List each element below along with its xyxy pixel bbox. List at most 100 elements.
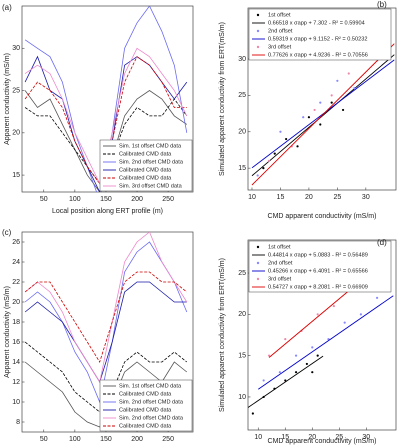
scatter-point	[316, 313, 319, 316]
legend-label: Calibrated CMD data	[119, 391, 172, 397]
x-tick-label: 200	[131, 196, 143, 203]
scatter-point	[294, 371, 298, 374]
y-tick-label: 15	[12, 172, 20, 179]
legend-box	[248, 240, 392, 293]
panel-label: (c)	[2, 228, 12, 237]
legend-label: 0.45266 x σapp + 6.4091 - R² = 0.65566	[268, 268, 368, 274]
legend-box	[99, 379, 193, 432]
data-line	[24, 281, 187, 383]
data-line	[24, 232, 188, 384]
legend-swatch	[256, 245, 260, 249]
scatter-point	[353, 86, 356, 90]
scatter-point	[336, 79, 339, 82]
legend-label: 0.44814 x σapp + 5.0883 - R² = 0.56489	[268, 252, 368, 258]
x-tick-label: 30	[362, 194, 370, 201]
panel: 10 15 20 25 30 15 20 25 30 CMD apparent conductiv…	[219, 0, 397, 220]
scatter-point	[296, 145, 299, 148]
x-tick-label: 250	[162, 436, 174, 443]
plot-area	[248, 257, 394, 415]
scatter-point	[375, 296, 379, 299]
scatter-point	[267, 354, 271, 357]
legend-swatch	[256, 277, 260, 281]
x-tick-label: 50	[40, 436, 48, 443]
panel-label: (b)	[377, 0, 387, 9]
fit-line	[251, 54, 395, 177]
scatter-point	[332, 304, 335, 308]
scatter-point	[319, 123, 322, 126]
y-axis-label: Apparent conductivity (mS/m)	[4, 286, 11, 378]
scatter-point	[307, 116, 311, 119]
x-tick-label: 10	[254, 434, 262, 441]
scatter-point	[305, 362, 308, 366]
fit-line	[251, 43, 395, 186]
y-tick-label: 12	[12, 379, 20, 386]
x-tick-label: 200	[131, 436, 143, 443]
x-tick-label: 15	[281, 434, 289, 441]
y-axis-label: Simulated apparent conductivity from ERT…	[219, 258, 226, 412]
scatter-point	[278, 371, 281, 374]
scatter-point	[256, 174, 259, 177]
x-tick-label: 30	[362, 434, 370, 441]
y-axis-label: Simulated apparent conductivity from ERT…	[219, 22, 226, 176]
data-line	[24, 271, 188, 363]
y-tick-label: 24	[12, 259, 20, 266]
legend-label: 0.54727 x σapp + 8.2081 - R² = 0.66909	[268, 284, 368, 290]
y-tick-label: 20	[12, 130, 20, 137]
scatter-point	[330, 94, 333, 97]
legend-label: Sim. 2nd offset CMD data	[119, 399, 184, 405]
x-tick-label: 20	[305, 194, 313, 201]
x-tick-label: 50	[40, 196, 48, 203]
legend-swatch	[256, 261, 260, 265]
scatter-point	[273, 152, 276, 155]
legend-label: Calibrated CMD data	[119, 423, 172, 429]
x-tick-label: 150	[100, 436, 112, 443]
scatter-point	[311, 371, 314, 374]
scatter-point	[302, 116, 305, 119]
legend-swatch	[256, 45, 260, 49]
y-tick-label: 25	[238, 92, 246, 99]
legend-label: 0.77626 x σapp + 4.9236 - R² = 0.70556	[268, 52, 368, 58]
legend-label: Calibrated CMD data	[119, 175, 172, 181]
plot-frame	[247, 239, 397, 431]
y-tick-label: 26	[12, 239, 20, 246]
legend-label: Sim. 3rd offset CMD data	[119, 183, 183, 189]
legend-label: 1st offset	[268, 12, 291, 18]
y-tick-label: 22	[12, 279, 20, 286]
legend-label: Calibrated CMD data	[119, 151, 172, 157]
scatter-point	[316, 354, 319, 357]
y-tick-label: 30	[12, 45, 20, 52]
legend-label: Sim. 1st offset CMD data	[119, 383, 182, 389]
scatter-point	[262, 167, 265, 170]
x-tick-label: 150	[100, 196, 112, 203]
legend-label: Calibrated CMD data	[119, 167, 172, 173]
y-tick-label: 25	[238, 270, 246, 277]
scatter-point	[347, 72, 350, 75]
y-tick-label: 15	[238, 352, 246, 359]
legend-label: 3rd offset	[268, 276, 292, 282]
scatter-point	[327, 338, 330, 341]
x-tick-label: 20	[308, 434, 316, 441]
legend-box	[99, 139, 193, 192]
data-line	[24, 241, 188, 404]
legend-label: Calibrated CMD data	[119, 407, 172, 413]
legend-label: 0.59319 x σapp + 9.1152 - R² = 0.50232	[268, 36, 367, 42]
scatter-point	[251, 412, 254, 415]
scatter-point	[284, 338, 287, 341]
legend-swatch	[256, 29, 260, 33]
y-tick-label: 18	[12, 319, 20, 326]
plot-frame	[247, 7, 397, 191]
scatter-point	[359, 313, 362, 316]
scatter-point	[267, 159, 271, 162]
x-axis-label: Local position along ERT profile (m)	[52, 208, 163, 215]
scatter-point	[330, 101, 333, 104]
x-tick-label: 10	[248, 194, 256, 201]
y-tick-label: 8	[16, 419, 20, 426]
plot-frame	[21, 231, 194, 433]
scatter-point	[311, 346, 314, 349]
legend-label: 0.66518 x σapp + 7.302 - R² = 0.59904	[268, 20, 365, 26]
scatter-point	[343, 321, 346, 324]
y-tick-label: 16	[12, 339, 20, 346]
